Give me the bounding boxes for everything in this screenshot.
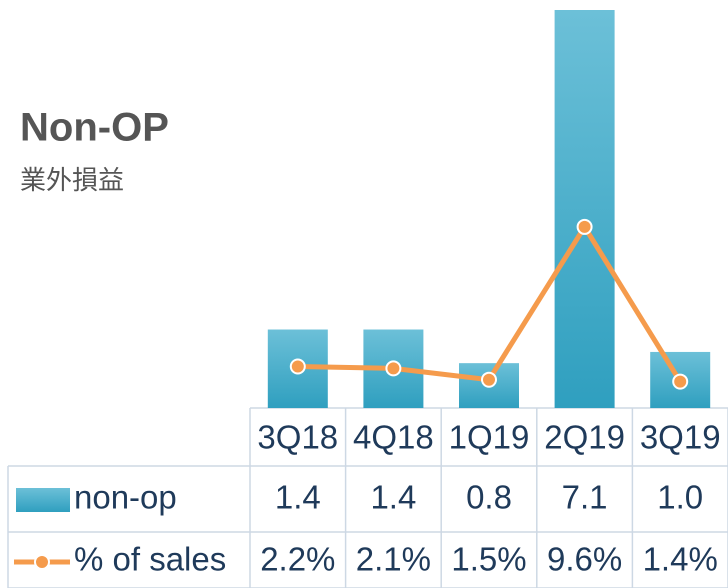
line-marker (672, 373, 689, 390)
line-marker (576, 218, 593, 235)
legend-label: non-op (74, 479, 177, 516)
chart-title: Non-OP (20, 106, 169, 150)
table-value: 0.8 (466, 479, 512, 516)
legend-swatch (16, 488, 70, 512)
table-value: 1.4 (275, 479, 321, 516)
table-value: 9.6% (547, 541, 622, 578)
line-marker (481, 371, 497, 388)
table-value: 1.0 (657, 479, 703, 516)
chart-subtitle: 業外損益 (20, 165, 124, 195)
table-value: 2.1% (356, 541, 431, 578)
table-value: 1.4% (643, 541, 718, 578)
table-value: 1.4 (370, 479, 416, 516)
category-label: 1Q19 (449, 419, 530, 456)
table-value: 7.1 (562, 479, 608, 516)
category-label: 2Q19 (544, 419, 625, 456)
line-marker (289, 358, 306, 375)
legend-label: % of sales (74, 541, 226, 578)
table-value: 2.2% (260, 541, 335, 578)
category-label: 3Q19 (640, 419, 721, 456)
bar (554, 10, 615, 408)
line-marker (385, 360, 402, 377)
line (297, 222, 683, 383)
legend-swatch (34, 554, 50, 570)
category-label: 3Q18 (257, 419, 338, 456)
category-label: 4Q18 (353, 419, 434, 456)
table-value: 1.5% (451, 541, 526, 578)
